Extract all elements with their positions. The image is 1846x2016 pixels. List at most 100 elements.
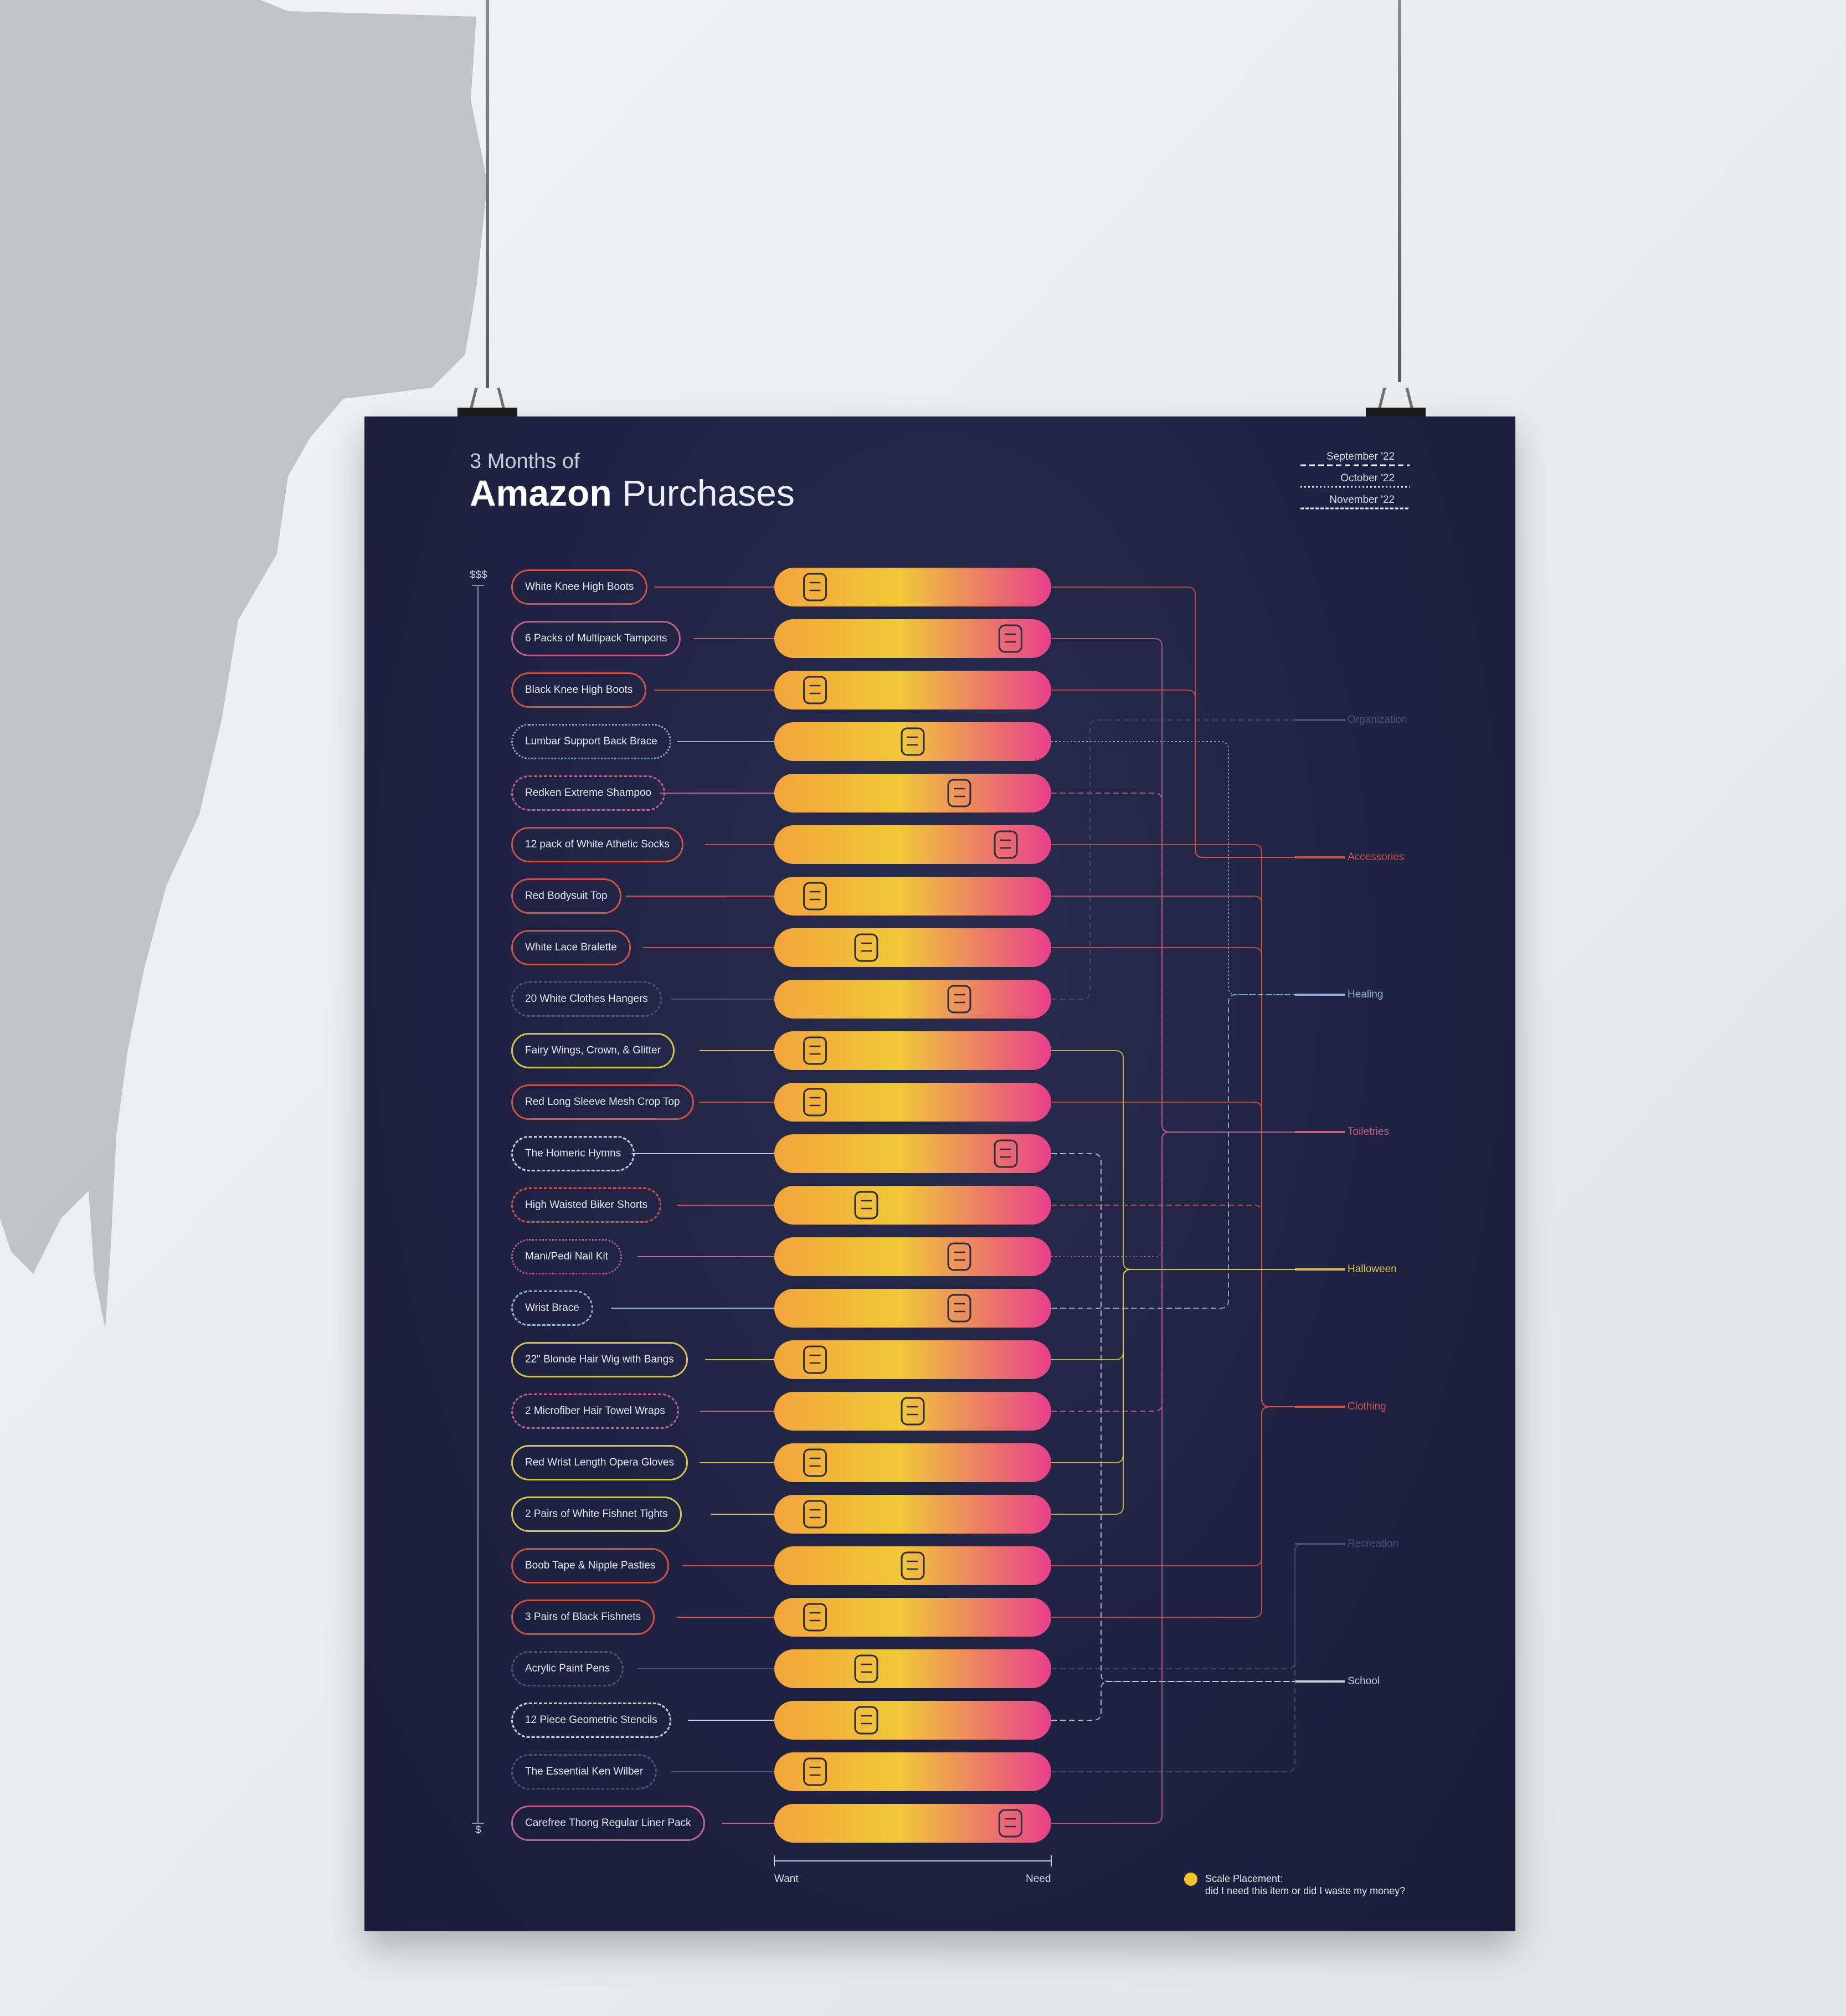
item-label: The Homeric Hymns <box>511 1136 635 1171</box>
item-label: Redken Extreme Shampoo <box>511 775 666 811</box>
need-bar <box>774 1031 1051 1070</box>
stencil-icon <box>854 1706 878 1735</box>
note-text: did I need this item or did I waste my m… <box>1205 1885 1406 1896</box>
axis-bottom-label: $ <box>475 1824 481 1836</box>
category-halloween: Halloween <box>1348 1263 1397 1275</box>
item-label: 2 Microfiber Hair Towel Wraps <box>511 1393 679 1429</box>
category-route <box>1051 1269 1295 1463</box>
item-label: Fairy Wings, Crown, & Glitter <box>511 1033 675 1068</box>
item-label: 22" Blonde Hair Wig with Bangs <box>511 1342 688 1377</box>
need-bar <box>774 1546 1051 1585</box>
boot-icon <box>803 573 827 601</box>
category-route <box>1051 1544 1303 1772</box>
tampon-icon <box>998 624 1022 653</box>
need-bar <box>774 1134 1051 1173</box>
need-bar <box>774 928 1051 967</box>
liner-icon <box>998 1809 1022 1838</box>
need-bar <box>774 1598 1051 1637</box>
wrist-brace-icon <box>947 1294 971 1323</box>
need-bar <box>774 671 1051 709</box>
item-label: Boob Tape & Nipple Pasties <box>511 1548 670 1583</box>
category-route <box>1051 947 1295 1407</box>
category-clothing: Clothing <box>1348 1401 1386 1412</box>
open-book-icon <box>803 1757 827 1786</box>
category-route <box>1051 1544 1303 1669</box>
category-route <box>1051 1406 1295 1618</box>
shampoo-bottle-icon <box>947 779 971 808</box>
category-route <box>1051 638 1295 1133</box>
category-accessories: Accessories <box>1348 851 1405 863</box>
item-label: Red Long Sleeve Mesh Crop Top <box>511 1084 694 1120</box>
item-label: White Knee High Boots <box>511 569 648 605</box>
legend-november: November '22 <box>1329 494 1395 506</box>
scale-dot-icon <box>1184 1873 1197 1886</box>
glove-icon <box>803 1448 827 1477</box>
hanging-wire-right <box>1398 0 1401 382</box>
page-title: Amazon Purchases <box>470 472 795 514</box>
category-route <box>1051 1132 1295 1257</box>
towel-wrap-icon <box>901 1397 925 1426</box>
category-route <box>1051 896 1295 1407</box>
item-label: 20 White Clothes Hangers <box>511 981 662 1017</box>
book-icon <box>994 1139 1018 1168</box>
category-route <box>1051 994 1295 1309</box>
shorts-icon <box>854 1191 878 1220</box>
note-title: Scale Placement: <box>1205 1873 1283 1884</box>
need-bar <box>774 980 1051 1019</box>
category-recreation: Recreation <box>1348 1538 1398 1550</box>
need-bar <box>774 825 1051 864</box>
wings-icon <box>803 1036 827 1065</box>
category-route <box>1051 1681 1295 1721</box>
need-bar <box>774 774 1051 812</box>
category-route <box>1051 690 1295 858</box>
tights-icon <box>803 1500 827 1529</box>
category-route <box>1051 844 1295 1407</box>
item-label: Acrylic Paint Pens <box>511 1651 624 1686</box>
item-label: Lumbar Support Back Brace <box>511 724 671 759</box>
poster: 3 Months of Amazon Purchases September '… <box>364 416 1515 1931</box>
need-bar <box>774 1649 1051 1688</box>
item-label: 3 Pairs of Black Fishnets <box>511 1600 655 1635</box>
need-bar <box>774 1804 1051 1843</box>
item-label: The Essential Ken Wilber <box>511 1754 657 1789</box>
item-label: High Waisted Biker Shorts <box>511 1187 662 1223</box>
poster-lines <box>472 464 1410 1866</box>
need-bar <box>774 1752 1051 1791</box>
need-bar <box>774 1443 1051 1482</box>
boot-icon <box>803 676 827 704</box>
paint-pen-icon <box>854 1654 878 1683</box>
category-route <box>1051 1153 1295 1682</box>
need-bar <box>774 1237 1051 1276</box>
hanger-icon <box>947 985 971 1014</box>
need-bar <box>774 877 1051 916</box>
need-bar <box>774 1186 1051 1225</box>
need-bar <box>774 722 1051 761</box>
item-label: Red Bodysuit Top <box>511 878 621 914</box>
need-bar <box>774 1289 1051 1328</box>
item-label: Wrist Brace <box>511 1290 593 1326</box>
bodysuit-icon <box>803 882 827 911</box>
legend-september: September '22 <box>1326 451 1395 462</box>
item-label: Black Knee High Boots <box>511 672 647 708</box>
axis-top-label: $$$ <box>470 569 487 581</box>
title-rest: Purchases <box>611 472 795 513</box>
need-bar <box>774 1392 1051 1431</box>
category-route <box>1051 1050 1295 1270</box>
item-label: 12 pack of White Athetic Socks <box>511 827 683 862</box>
category-route <box>1051 587 1295 858</box>
item-label: Red Wrist Length Opera Gloves <box>511 1445 688 1480</box>
title-line-1: 3 Months of <box>470 450 580 473</box>
category-route <box>1051 719 1295 1000</box>
category-route <box>1051 1132 1295 1824</box>
category-route <box>1051 1406 1295 1566</box>
category-route <box>1051 1132 1295 1412</box>
item-label: Carefree Thong Regular Liner Pack <box>511 1806 705 1841</box>
need-bar <box>774 1083 1051 1122</box>
category-route <box>1051 1205 1295 1407</box>
need-bar <box>774 1495 1051 1534</box>
need-bar <box>774 1340 1051 1379</box>
category-route <box>1051 1269 1295 1360</box>
category-school: School <box>1348 1675 1380 1687</box>
category-healing: Healing <box>1348 989 1384 1000</box>
legend-october: October '22 <box>1340 472 1395 484</box>
